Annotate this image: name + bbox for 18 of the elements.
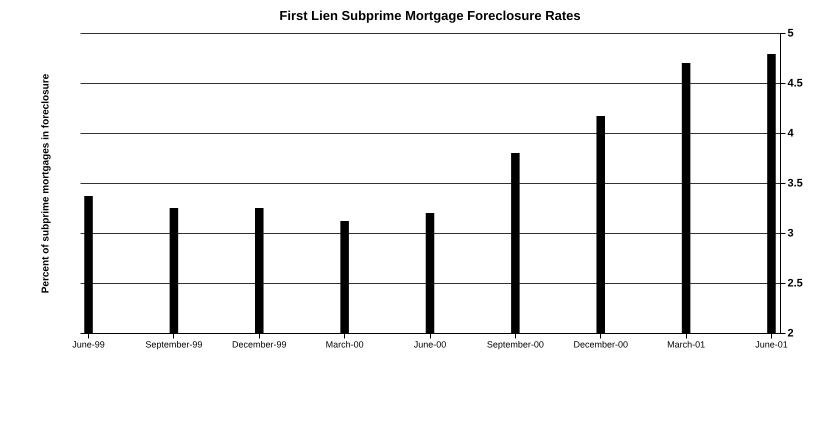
x-tick-label: September-99 bbox=[145, 340, 202, 350]
chart-title: First Lien Subprime Mortgage Foreclosure Rates bbox=[279, 8, 581, 23]
y-tick-label: 4.5 bbox=[788, 78, 803, 90]
x-tick-label: December-99 bbox=[232, 340, 287, 350]
x-tick-label: March-01 bbox=[667, 340, 706, 350]
x-tick-label: September-00 bbox=[486, 340, 544, 350]
y-tick-label: 3.5 bbox=[788, 178, 803, 190]
y-tick-label: 3 bbox=[788, 228, 794, 240]
y-tick-label: 4 bbox=[788, 128, 794, 140]
x-tick-label: June-99 bbox=[72, 340, 105, 350]
y-tick-label: 2 bbox=[788, 328, 794, 340]
x-tick-label: March-00 bbox=[326, 340, 364, 350]
x-tick-label: June-01 bbox=[755, 340, 788, 350]
x-tick-label: June-00 bbox=[414, 340, 446, 350]
y-tick-label: 2.5 bbox=[788, 278, 803, 290]
y-axis-title: Percent of subprime mortgages in foreclosure bbox=[40, 73, 52, 294]
x-tick-label: December-00 bbox=[573, 340, 628, 350]
y-tick-label: 5 bbox=[788, 28, 794, 40]
